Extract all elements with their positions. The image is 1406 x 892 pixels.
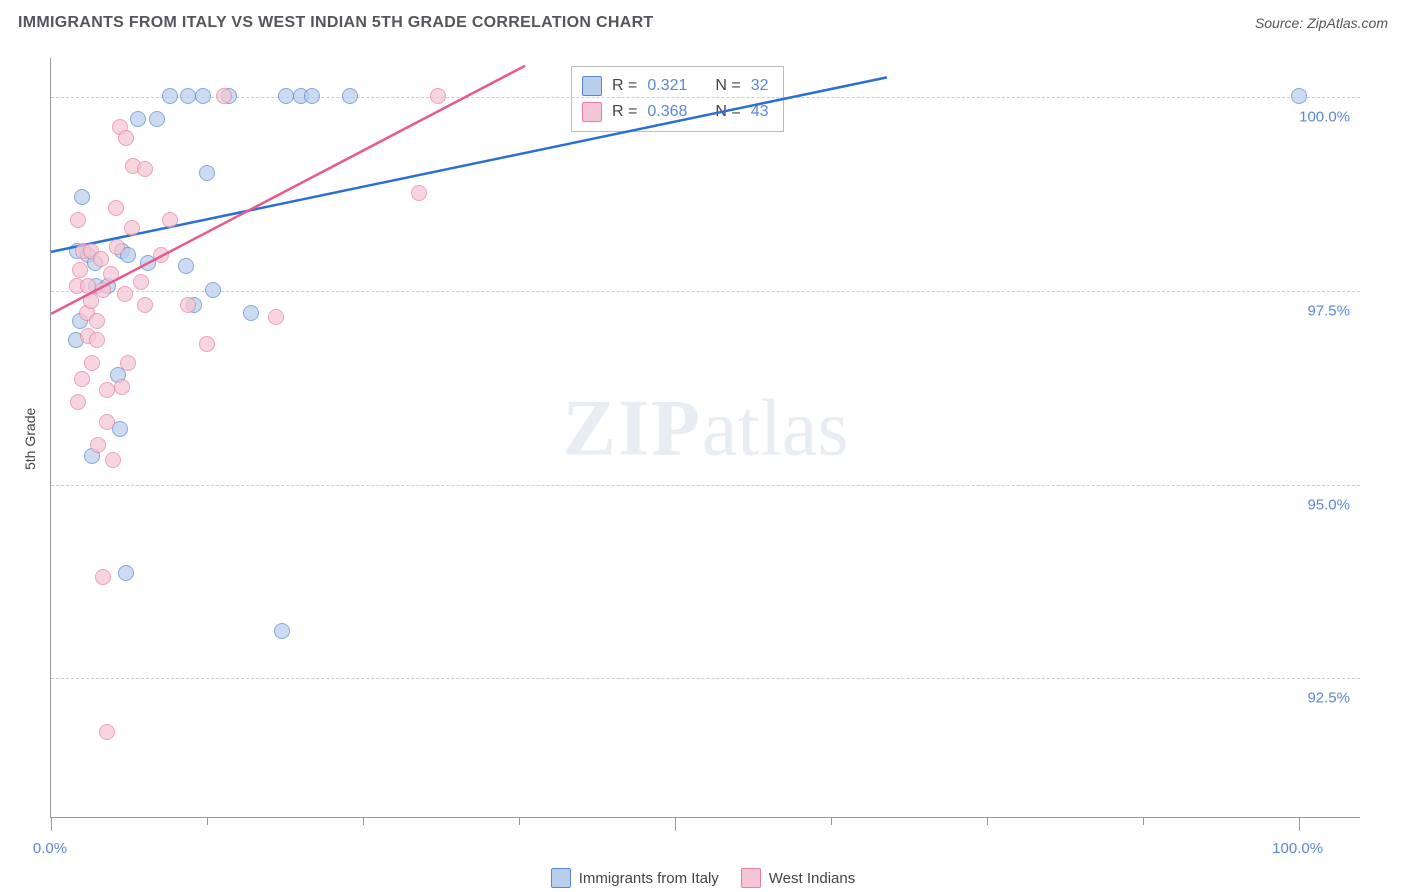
x-tick-minor <box>207 817 208 825</box>
x-tick-major <box>675 817 676 831</box>
y-axis-label: 5th Grade <box>22 408 38 470</box>
source-label: Source: ZipAtlas.com <box>1255 15 1388 31</box>
trend-line-west_indian <box>51 58 1361 818</box>
scatter-chart: ZIPatlas R = 0.321 N = 32 R = 0.368 N = … <box>50 58 1360 818</box>
x-tick-minor <box>363 817 364 825</box>
x-tick-label: 100.0% <box>1272 840 1323 857</box>
x-tick-label: 0.0% <box>33 840 67 857</box>
x-tick-minor <box>987 817 988 825</box>
chart-title: IMMIGRANTS FROM ITALY VS WEST INDIAN 5TH… <box>18 14 654 32</box>
x-tick-major <box>1299 817 1300 831</box>
swatch-italy <box>551 868 571 888</box>
legend-item-italy: Immigrants from Italy <box>551 868 719 888</box>
x-tick-minor <box>1143 817 1144 825</box>
x-tick-major <box>51 817 52 831</box>
legend-item-west-indian: West Indians <box>741 868 855 888</box>
title-bar: IMMIGRANTS FROM ITALY VS WEST INDIAN 5TH… <box>18 14 1388 32</box>
swatch-west-indian <box>741 868 761 888</box>
x-tick-minor <box>831 817 832 825</box>
legend-label-west-indian: West Indians <box>769 870 855 887</box>
x-tick-minor <box>519 817 520 825</box>
series-legend: Immigrants from Italy West Indians <box>0 868 1406 888</box>
legend-label-italy: Immigrants from Italy <box>579 870 719 887</box>
